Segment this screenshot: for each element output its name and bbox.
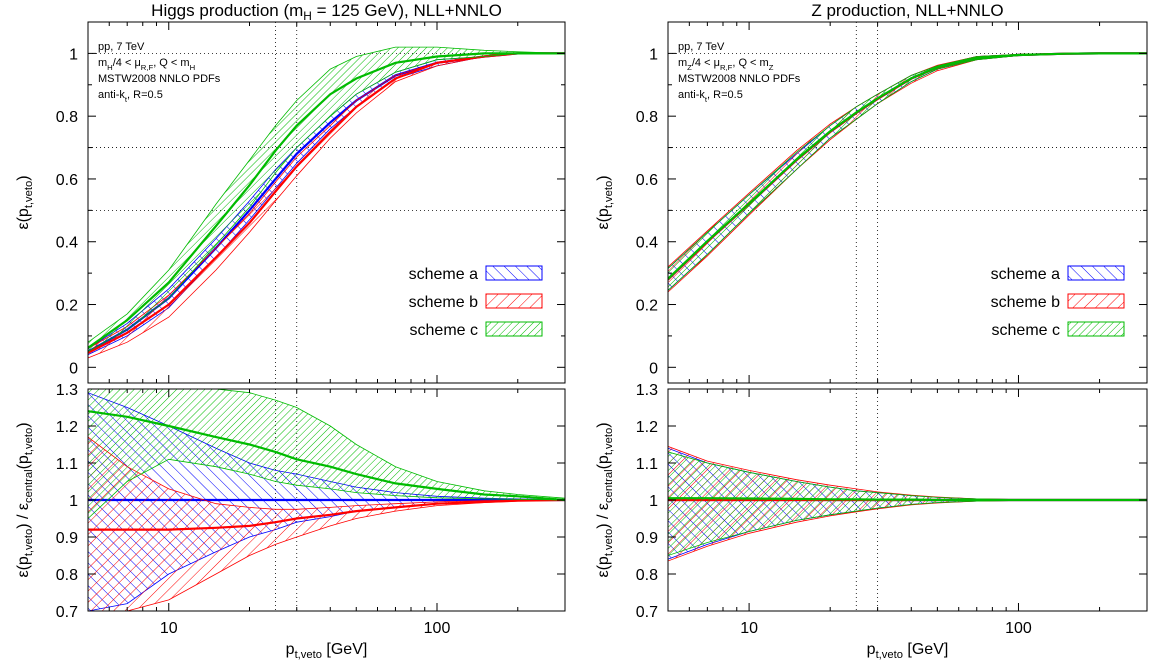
panel-1: 10 100 0.7 0.8 0.9 1 1.1 1.2 1.3 ε(pt,veto) / εce…	[15, 382, 566, 661]
panel-0: 0 0.2 0.4 0.6 0.8 1 ε(pt,veto) Higgs production…	[15, 1, 566, 384]
y-axis-label: ε(pt,veto) / εcentral(pt,veto)	[595, 422, 615, 577]
y-tick-label: 1.1	[636, 456, 658, 473]
y-tick-label: 1.3	[56, 382, 78, 399]
y-tick-label: 0.8	[636, 109, 658, 126]
legend-label: scheme b	[409, 294, 478, 311]
y-tick-label: 0.8	[636, 567, 658, 584]
legend-swatch	[1067, 321, 1125, 337]
y-tick-label: 1.1	[56, 456, 78, 473]
y-axis-label: ε(pt,veto)	[595, 175, 615, 229]
central-line-scheme-b	[88, 498, 565, 531]
x-tick-label: 10	[740, 620, 758, 637]
annotation-text: mH/4 < μR,F, Q < mH	[98, 57, 195, 72]
chart-title: Higgs production (mH = 125 GeV), NLL+NNL…	[151, 1, 502, 23]
annotation-text: MSTW2008 NNLO PDFs	[678, 73, 801, 85]
legend-swatch	[1067, 293, 1125, 309]
y-tick-label: 0.8	[56, 567, 78, 584]
central-line-scheme-c	[88, 52, 565, 349]
plot-frame	[667, 21, 1148, 384]
y-tick-label: 1	[69, 493, 78, 510]
y-tick-label: 1.2	[636, 419, 658, 436]
legend-swatch	[485, 293, 543, 309]
annotation-text: anti-kt, R=0.5	[98, 89, 163, 104]
y-tick-label: 0.9	[56, 530, 78, 547]
legend-label: scheme b	[991, 294, 1060, 311]
legend-label: scheme a	[409, 266, 478, 283]
panel-3: 10 100 0.7 0.8 0.9 1 1.1 1.2 1.3 ε(pt,veto) / εce…	[595, 382, 1148, 661]
central-line-scheme-c	[668, 52, 1147, 280]
annotation-text: anti-kt, R=0.5	[678, 89, 743, 104]
y-tick-label: 0	[649, 360, 658, 377]
x-tick-label: 100	[424, 620, 451, 637]
y-tick-label: 0.4	[636, 235, 658, 252]
y-tick-label: 0.6	[636, 172, 658, 189]
y-tick-label: 0.9	[636, 530, 658, 547]
y-tick-label: 0	[69, 360, 78, 377]
annotation-text: pp, 7 TeV	[98, 41, 145, 53]
legend-swatch	[485, 265, 543, 281]
legend-swatch	[1067, 265, 1125, 281]
y-tick-label: 0.4	[56, 235, 78, 252]
legend-label: scheme c	[410, 322, 478, 339]
y-tick-label: 0.7	[636, 604, 658, 621]
legend-label: scheme c	[992, 322, 1060, 339]
y-tick-label: 0.6	[56, 172, 78, 189]
central-line-scheme-b	[668, 52, 1147, 281]
y-axis-label: ε(pt,veto) / εcentral(pt,veto)	[15, 422, 35, 577]
y-tick-label: 1	[649, 46, 658, 63]
chart-title: Z production, NLL+NNLO	[811, 1, 1003, 20]
y-tick-label: 0.7	[56, 604, 78, 621]
y-tick-label: 0.8	[56, 109, 78, 126]
central-line-scheme-b	[88, 52, 565, 354]
annotation-text: MSTW2008 NNLO PDFs	[98, 73, 221, 85]
legend-swatch	[485, 321, 543, 337]
central-line-scheme-a	[668, 52, 1147, 281]
x-axis-label: pt,veto [GeV]	[867, 641, 949, 661]
plot-frame	[87, 21, 566, 384]
annotation-text: pp, 7 TeV	[678, 41, 725, 53]
y-axis-label: ε(pt,veto)	[15, 175, 35, 229]
x-axis-label: pt,veto [GeV]	[286, 641, 368, 661]
band-scheme-c	[88, 389, 565, 520]
panel-2: 0 0.2 0.4 0.6 0.8 1 ε(pt,veto) Z production, NL…	[595, 1, 1148, 384]
y-tick-label: 0.2	[636, 298, 658, 315]
central-line-scheme-c	[88, 410, 565, 502]
y-tick-label: 1.3	[636, 382, 658, 399]
central-line-scheme-c	[668, 497, 1147, 502]
x-tick-label: 10	[160, 620, 178, 637]
annotation-text: mZ/4 < μR,F, Q < mZ	[678, 57, 774, 72]
legend-label: scheme a	[991, 266, 1060, 283]
y-tick-label: 0.2	[56, 298, 78, 315]
y-tick-label: 1	[649, 493, 658, 510]
x-tick-label: 100	[1005, 620, 1032, 637]
y-tick-label: 1	[69, 46, 78, 63]
y-tick-label: 1.2	[56, 419, 78, 436]
band-scheme-c	[668, 451, 1147, 556]
